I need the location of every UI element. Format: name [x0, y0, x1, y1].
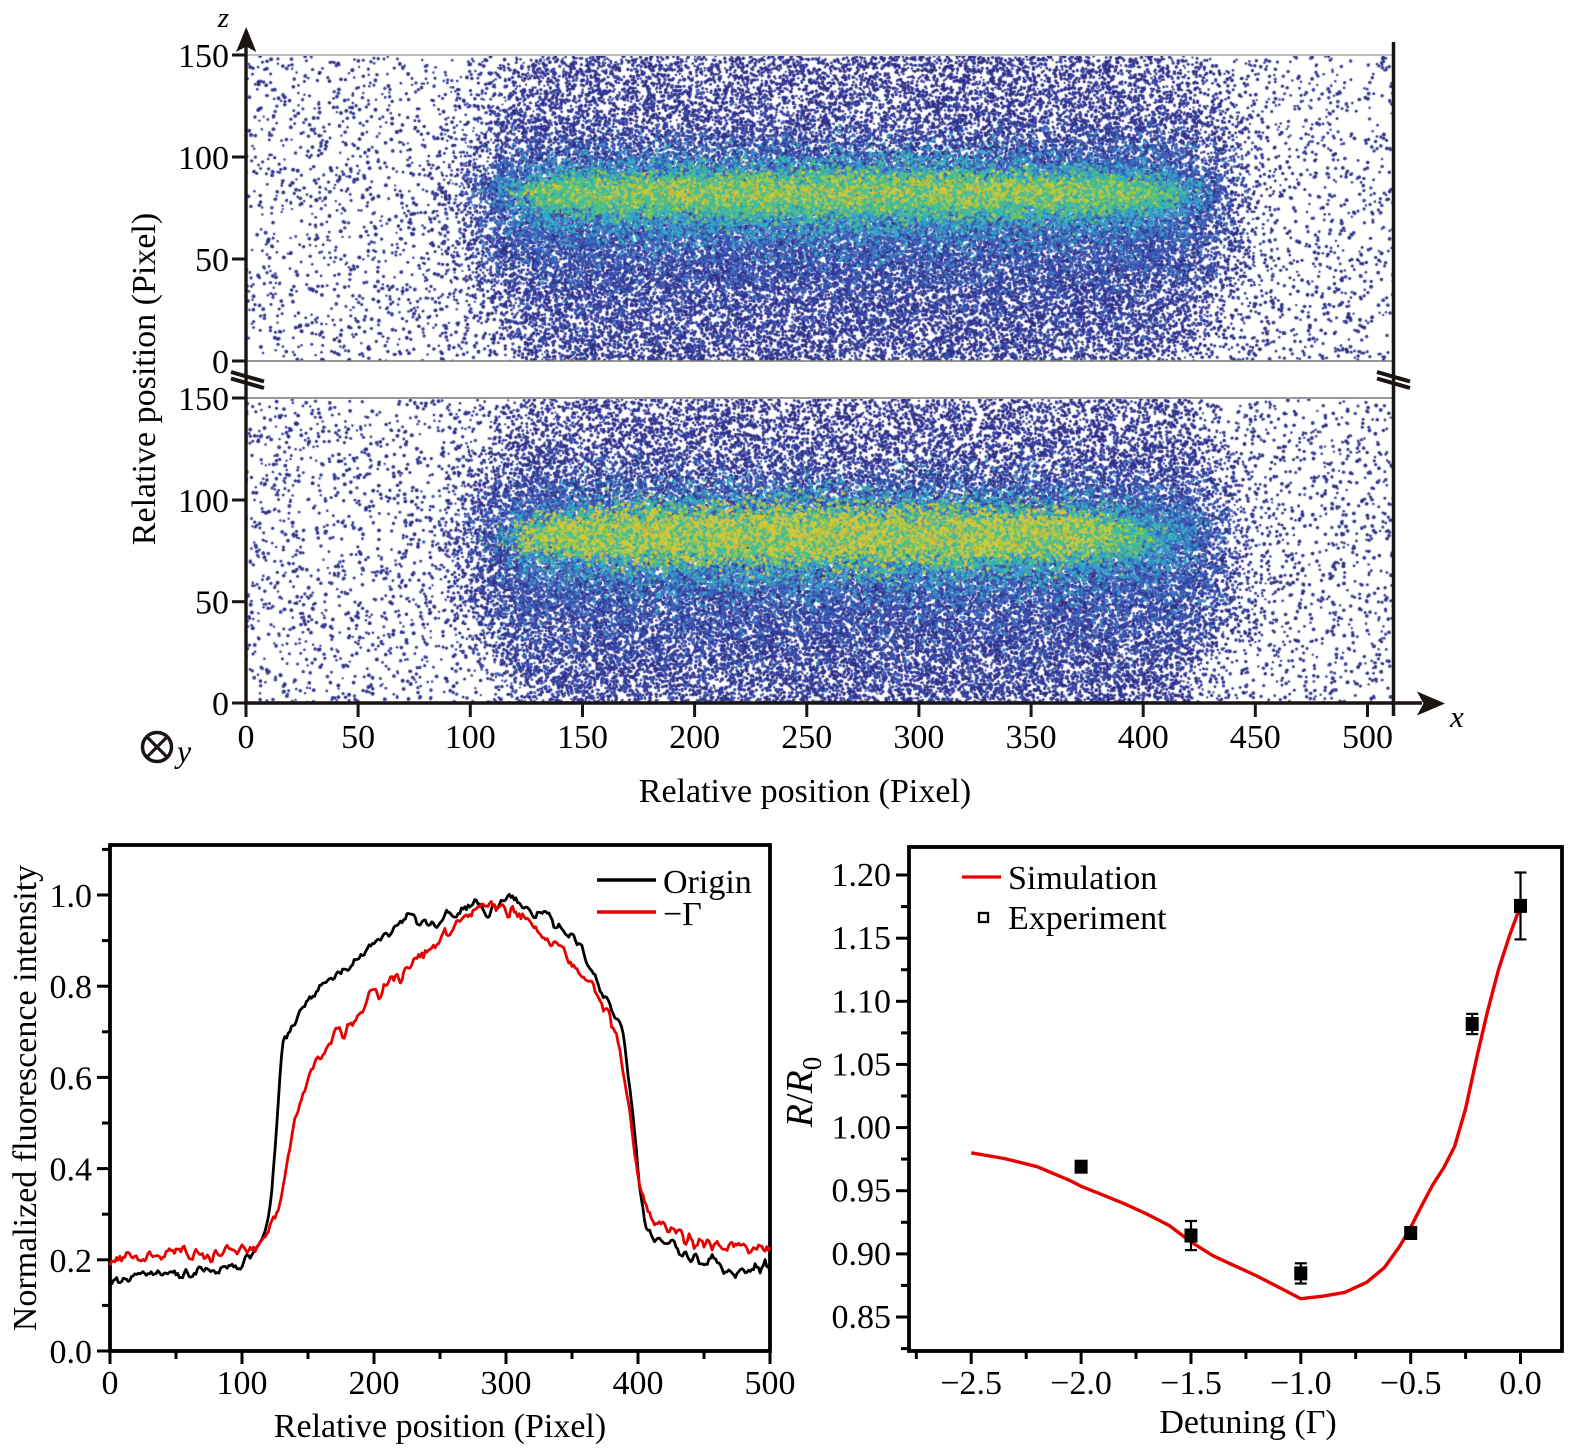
svg-text:1.10: 1.10	[832, 983, 892, 1020]
svg-text:Relative position (Pixel): Relative position (Pixel)	[274, 1408, 606, 1445]
svg-text:150: 150	[178, 381, 229, 418]
svg-text:0.8: 0.8	[50, 969, 93, 1006]
svg-text:Origin: Origin	[663, 864, 752, 901]
svg-text:100: 100	[178, 483, 229, 520]
svg-text:50: 50	[341, 719, 375, 756]
svg-text:300: 300	[481, 1365, 532, 1402]
svg-text:500: 500	[745, 1365, 796, 1402]
svg-text:1.00: 1.00	[832, 1110, 892, 1147]
svg-text:1.0: 1.0	[50, 878, 93, 915]
svg-text:−1.0: −1.0	[1270, 1365, 1332, 1402]
svg-text:150: 150	[557, 719, 608, 756]
svg-text:50: 50	[195, 242, 229, 279]
svg-text:300: 300	[893, 719, 944, 756]
svg-text:0: 0	[238, 719, 255, 756]
svg-text:−1.5: −1.5	[1160, 1365, 1222, 1402]
svg-text:0.95: 0.95	[832, 1173, 892, 1210]
svg-text:−2.0: −2.0	[1050, 1365, 1112, 1402]
svg-text:400: 400	[1118, 719, 1169, 756]
svg-text:Relative position (Pixel): Relative position (Pixel)	[126, 213, 163, 545]
svg-text:0.0: 0.0	[1499, 1365, 1542, 1402]
svg-text:200: 200	[349, 1365, 400, 1402]
svg-text:1.20: 1.20	[832, 857, 892, 894]
svg-text:0.90: 0.90	[832, 1236, 892, 1273]
svg-text:R/R0: R/R0	[779, 1057, 827, 1129]
svg-text:0: 0	[102, 1365, 119, 1402]
svg-text:0.6: 0.6	[50, 1060, 93, 1097]
svg-text:50: 50	[195, 585, 229, 622]
svg-text:1.15: 1.15	[832, 920, 892, 957]
svg-text:0: 0	[212, 686, 229, 723]
svg-text:Normalized fluorescence intens: Normalized fluorescence intensity	[7, 865, 44, 1331]
svg-text:z: z	[217, 2, 229, 34]
svg-text:0.85: 0.85	[832, 1299, 892, 1336]
svg-text:100: 100	[178, 140, 229, 177]
svg-text:150: 150	[178, 38, 229, 75]
svg-text:200: 200	[669, 719, 720, 756]
svg-text:Simulation: Simulation	[1008, 860, 1157, 897]
svg-text:−Γ: −Γ	[663, 896, 702, 933]
svg-text:100: 100	[217, 1365, 268, 1402]
svg-text:350: 350	[1006, 719, 1057, 756]
svg-text:400: 400	[613, 1365, 664, 1402]
svg-text:100: 100	[445, 719, 496, 756]
svg-text:450: 450	[1230, 719, 1281, 756]
svg-text:−2.5: −2.5	[940, 1365, 1002, 1402]
svg-text:y: y	[174, 733, 192, 769]
svg-text:Detuning (Γ): Detuning (Γ)	[1159, 1404, 1336, 1441]
svg-text:500: 500	[1342, 719, 1393, 756]
svg-text:250: 250	[781, 719, 832, 756]
svg-text:x: x	[1449, 699, 1464, 734]
svg-text:Experiment: Experiment	[1008, 900, 1167, 937]
svg-text:Relative position (Pixel): Relative position (Pixel)	[639, 773, 971, 810]
svg-text:0.0: 0.0	[50, 1334, 93, 1371]
svg-text:1.05: 1.05	[832, 1046, 892, 1083]
svg-text:−0.5: −0.5	[1380, 1365, 1442, 1402]
svg-text:0: 0	[212, 344, 229, 381]
svg-text:0.2: 0.2	[50, 1243, 93, 1280]
svg-text:0.4: 0.4	[50, 1152, 93, 1189]
